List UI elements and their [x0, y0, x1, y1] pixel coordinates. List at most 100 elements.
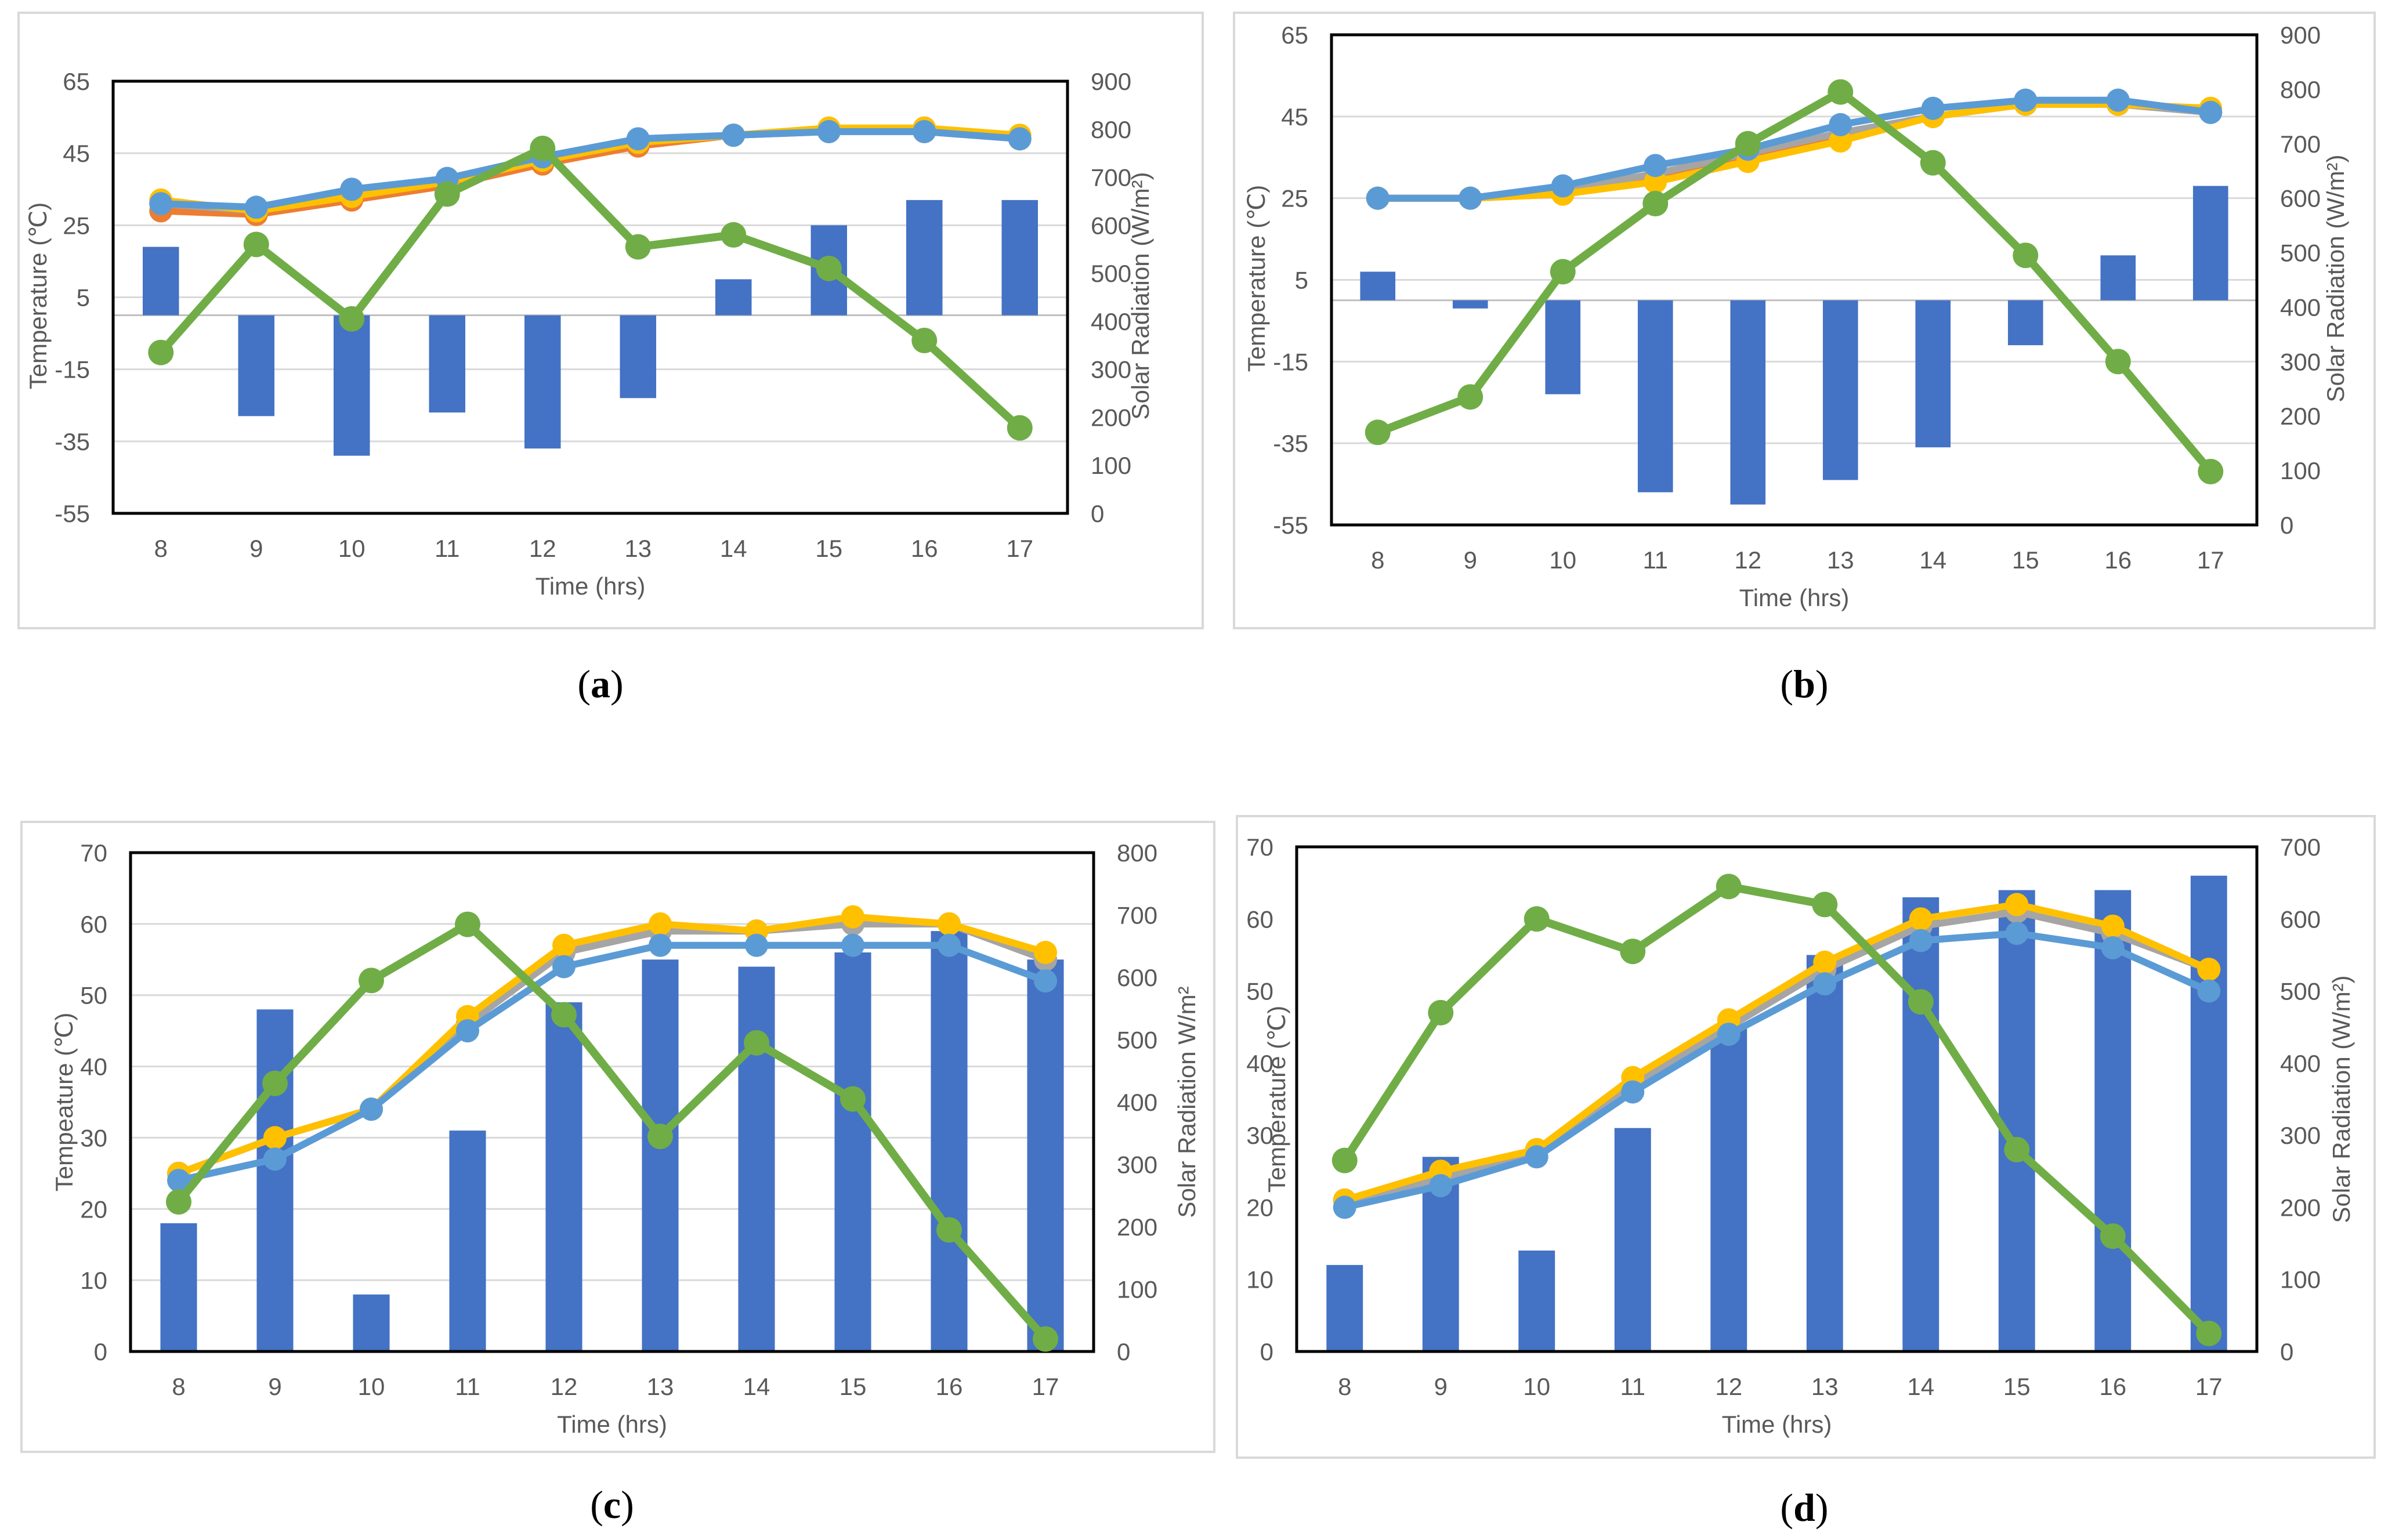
point-TB4	[1621, 1080, 1645, 1104]
y2-tick-label: 600	[2280, 905, 2321, 933]
y-tick-label: 10	[1246, 1266, 1273, 1293]
x-tick-label: 16	[2104, 546, 2132, 574]
y-axis-title: Tempeature (℃)	[50, 1013, 78, 1192]
point-TB3	[2101, 914, 2125, 938]
x-tick-label: 8	[154, 535, 168, 562]
point-TB4	[1551, 174, 1575, 198]
point-TB4	[2197, 979, 2221, 1003]
y2-tick-label: 100	[1117, 1276, 1157, 1303]
point-AHSR	[1620, 939, 1646, 965]
point-AHSR	[530, 135, 556, 161]
y-axis-title: Temperature (℃)	[24, 202, 52, 390]
point-AHSR	[1908, 989, 1934, 1015]
bar-dT	[715, 279, 752, 316]
point-TB4	[938, 933, 961, 957]
point-TB4	[649, 933, 672, 957]
x-tick-label: 16	[911, 535, 938, 562]
point-TB3	[2197, 958, 2221, 981]
x-tick-label: 14	[1919, 546, 1946, 574]
bar-dT	[256, 1009, 294, 1351]
point-TB4	[1525, 1145, 1548, 1169]
chart-b: -55 -35 -15 5 25 45 65 0 100 200 300 400 500 600 700 80…	[1243, 21, 2349, 611]
point-AHSR	[1524, 906, 1550, 932]
point-AHSR	[1457, 384, 1483, 410]
bar-dT	[2094, 890, 2132, 1351]
line-TB4	[1344, 930, 2210, 1211]
caption-a: (a)	[577, 662, 624, 706]
bar-dT	[2100, 255, 2136, 300]
point-AHSR	[1331, 1147, 1358, 1173]
bar-dT	[1001, 200, 1039, 316]
y-axis-title: Temperature (℃)	[1243, 185, 1270, 372]
point-AHSR	[2105, 349, 2131, 375]
point-TB4	[2005, 922, 2029, 945]
bar-dT	[1452, 300, 1488, 309]
y-tick-label: 60	[1246, 905, 1273, 933]
x-tick-label: 15	[840, 1373, 867, 1400]
x-tick-label: 10	[1549, 546, 1576, 574]
point-AHSR	[2004, 1137, 2030, 1162]
x-tick-label: 14	[720, 535, 747, 562]
y2-tick-label: 500	[1091, 260, 1131, 287]
y2-tick-label: 100	[2280, 1266, 2321, 1293]
point-TB4	[2199, 100, 2223, 124]
y-tick-label: 70	[80, 839, 107, 867]
point-AHSR	[721, 222, 747, 248]
point-AHSR	[339, 306, 365, 332]
line-AHSR	[158, 144, 1023, 431]
bar-dT	[429, 315, 466, 413]
x-tick-label: 13	[624, 535, 652, 562]
y2-tick-label: 500	[2280, 240, 2321, 267]
bar-dT	[1518, 1251, 1555, 1351]
bar-dT	[906, 200, 943, 316]
bar-dT	[449, 1130, 486, 1351]
x-tick-label: 10	[1523, 1373, 1550, 1400]
point-AHSR	[744, 1030, 769, 1056]
point-AHSR	[911, 328, 938, 353]
y2-tick-label: 400	[2280, 1050, 2321, 1077]
bar-dT	[1545, 300, 1581, 394]
y2-axis-title: Solar Radiation (W/m²)	[2322, 154, 2349, 402]
caption-c: (c)	[590, 1483, 634, 1527]
y2-tick-label: 300	[1091, 356, 1131, 383]
point-TB4	[263, 1147, 287, 1171]
y2-tick-label: 900	[1091, 68, 1131, 95]
caption-d: (d)	[1780, 1485, 1829, 1530]
y-tick-label: 40	[1246, 1050, 1273, 1077]
y2-tick-label: 100	[1091, 452, 1131, 479]
point-TB4	[1829, 113, 1852, 136]
y2-tick-label: 600	[1091, 212, 1131, 239]
x-tick-label: 14	[1907, 1373, 1934, 1400]
y2-tick-label: 400	[2280, 293, 2321, 321]
point-AHSR	[936, 1217, 962, 1243]
x-tick-label: 12	[1715, 1373, 1742, 1400]
y2-tick-label: 100	[2280, 457, 2321, 484]
point-TB4	[2101, 936, 2125, 959]
point-AHSR	[243, 231, 269, 258]
y-tick-label: 10	[80, 1267, 107, 1294]
y-tick-label: 50	[80, 982, 107, 1009]
point-TB4	[1921, 96, 1945, 120]
point-AHSR	[262, 1070, 288, 1096]
x-tick-label: 8	[1371, 546, 1384, 574]
point-TB3	[2005, 893, 2029, 916]
point-TB4	[722, 124, 746, 147]
y2-tick-label: 400	[1117, 1089, 1157, 1116]
y-tick-label: 5	[77, 284, 90, 311]
point-AHSR	[434, 181, 460, 207]
x-tick-label: 11	[1642, 546, 1668, 574]
y2-tick-label: 700	[1117, 902, 1157, 929]
point-TB3	[841, 905, 864, 929]
point-AHSR	[455, 911, 480, 937]
line-TB3	[160, 124, 1021, 215]
point-AHSR	[148, 339, 174, 365]
x-tick-label: 9	[249, 535, 263, 562]
point-TB3	[1909, 907, 1933, 931]
line-TB4	[1377, 96, 2212, 202]
x-tick-label: 10	[338, 535, 366, 562]
line-AHSR	[1376, 88, 2214, 474]
y-tick-label: 25	[1281, 185, 1308, 212]
point-TB4	[1644, 154, 1667, 177]
caption-b: (b)	[1780, 662, 1829, 706]
x-tick-label: 15	[2003, 1373, 2031, 1400]
